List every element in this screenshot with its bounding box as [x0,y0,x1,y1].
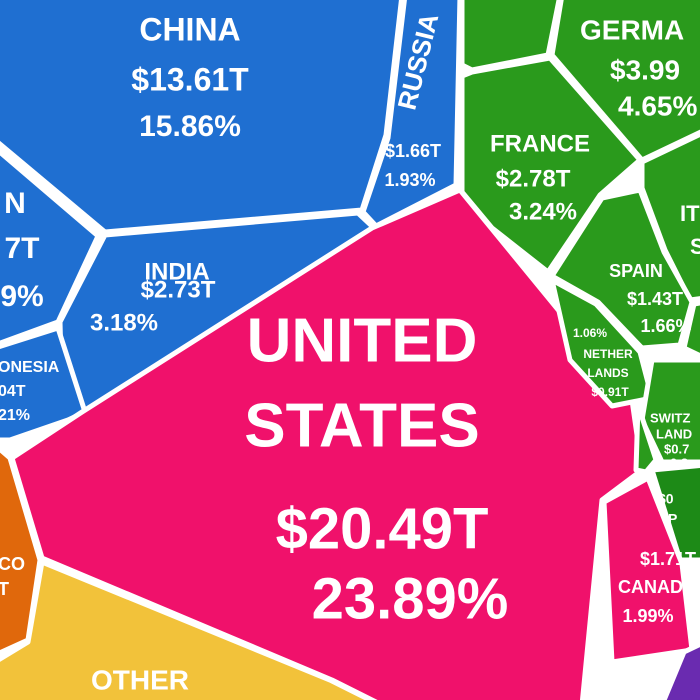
purple-cell [661,641,700,700]
canada-cell [601,475,695,665]
label: 1.06% [573,326,607,340]
label: ONESIA [0,359,60,376]
label: 04T [0,383,26,400]
label: CO [0,554,25,574]
label: $3.99 [610,54,680,85]
label: IT [680,201,700,226]
label: N [4,187,26,220]
label: 1.66% [640,316,691,336]
label: 23.89% [312,566,509,631]
label: $0.7 [664,441,689,456]
label: 4.65% [618,90,697,121]
label: $20.49T [276,496,489,561]
label: SPAIN [609,261,663,281]
green-top-cell [459,0,562,73]
label: $1.71T [640,549,696,569]
label: UNITED [247,306,478,375]
label: T [0,579,9,599]
label: $2.73T [141,276,216,303]
label: NETHER [583,347,633,361]
green-small-cell [633,402,659,475]
label: CHINA [139,11,240,47]
label: OTHER [91,664,189,695]
spain-cell [549,187,695,351]
label: STATES [244,391,479,460]
label: CANADA [618,577,696,597]
france-cell [459,55,643,275]
label: 0.8 [670,455,688,470]
label: $0.91T [591,385,629,399]
label: INDIA [144,258,209,285]
label: GERMA [580,14,684,45]
label: 1.93% [384,170,435,190]
label: P [668,511,677,527]
label: 3.24% [509,198,577,225]
japan-cell [0,148,101,346]
switzerland-cell [639,357,700,465]
label: FRANCE [490,130,590,157]
label: $1.66T [385,141,441,161]
label: $1.43T [627,289,683,309]
label: $2.78T [496,165,571,192]
label: $0 [658,491,674,507]
labels: CHINA $13.61T 15.86% RUSSIA $1.66T 1.93%… [0,10,700,695]
label: 21% [0,407,30,424]
green-right-cell [681,300,700,359]
label: 7T [4,232,39,265]
label: $13.61T [131,61,249,97]
label: S [690,234,700,259]
label: LANDS [587,366,628,380]
label: 1.99% [622,606,673,626]
label: LAND [656,426,692,441]
label: 3.18% [90,309,158,336]
label: 15.86% [139,110,241,143]
label: SWITZ [650,410,690,425]
label: 9% [0,280,43,313]
